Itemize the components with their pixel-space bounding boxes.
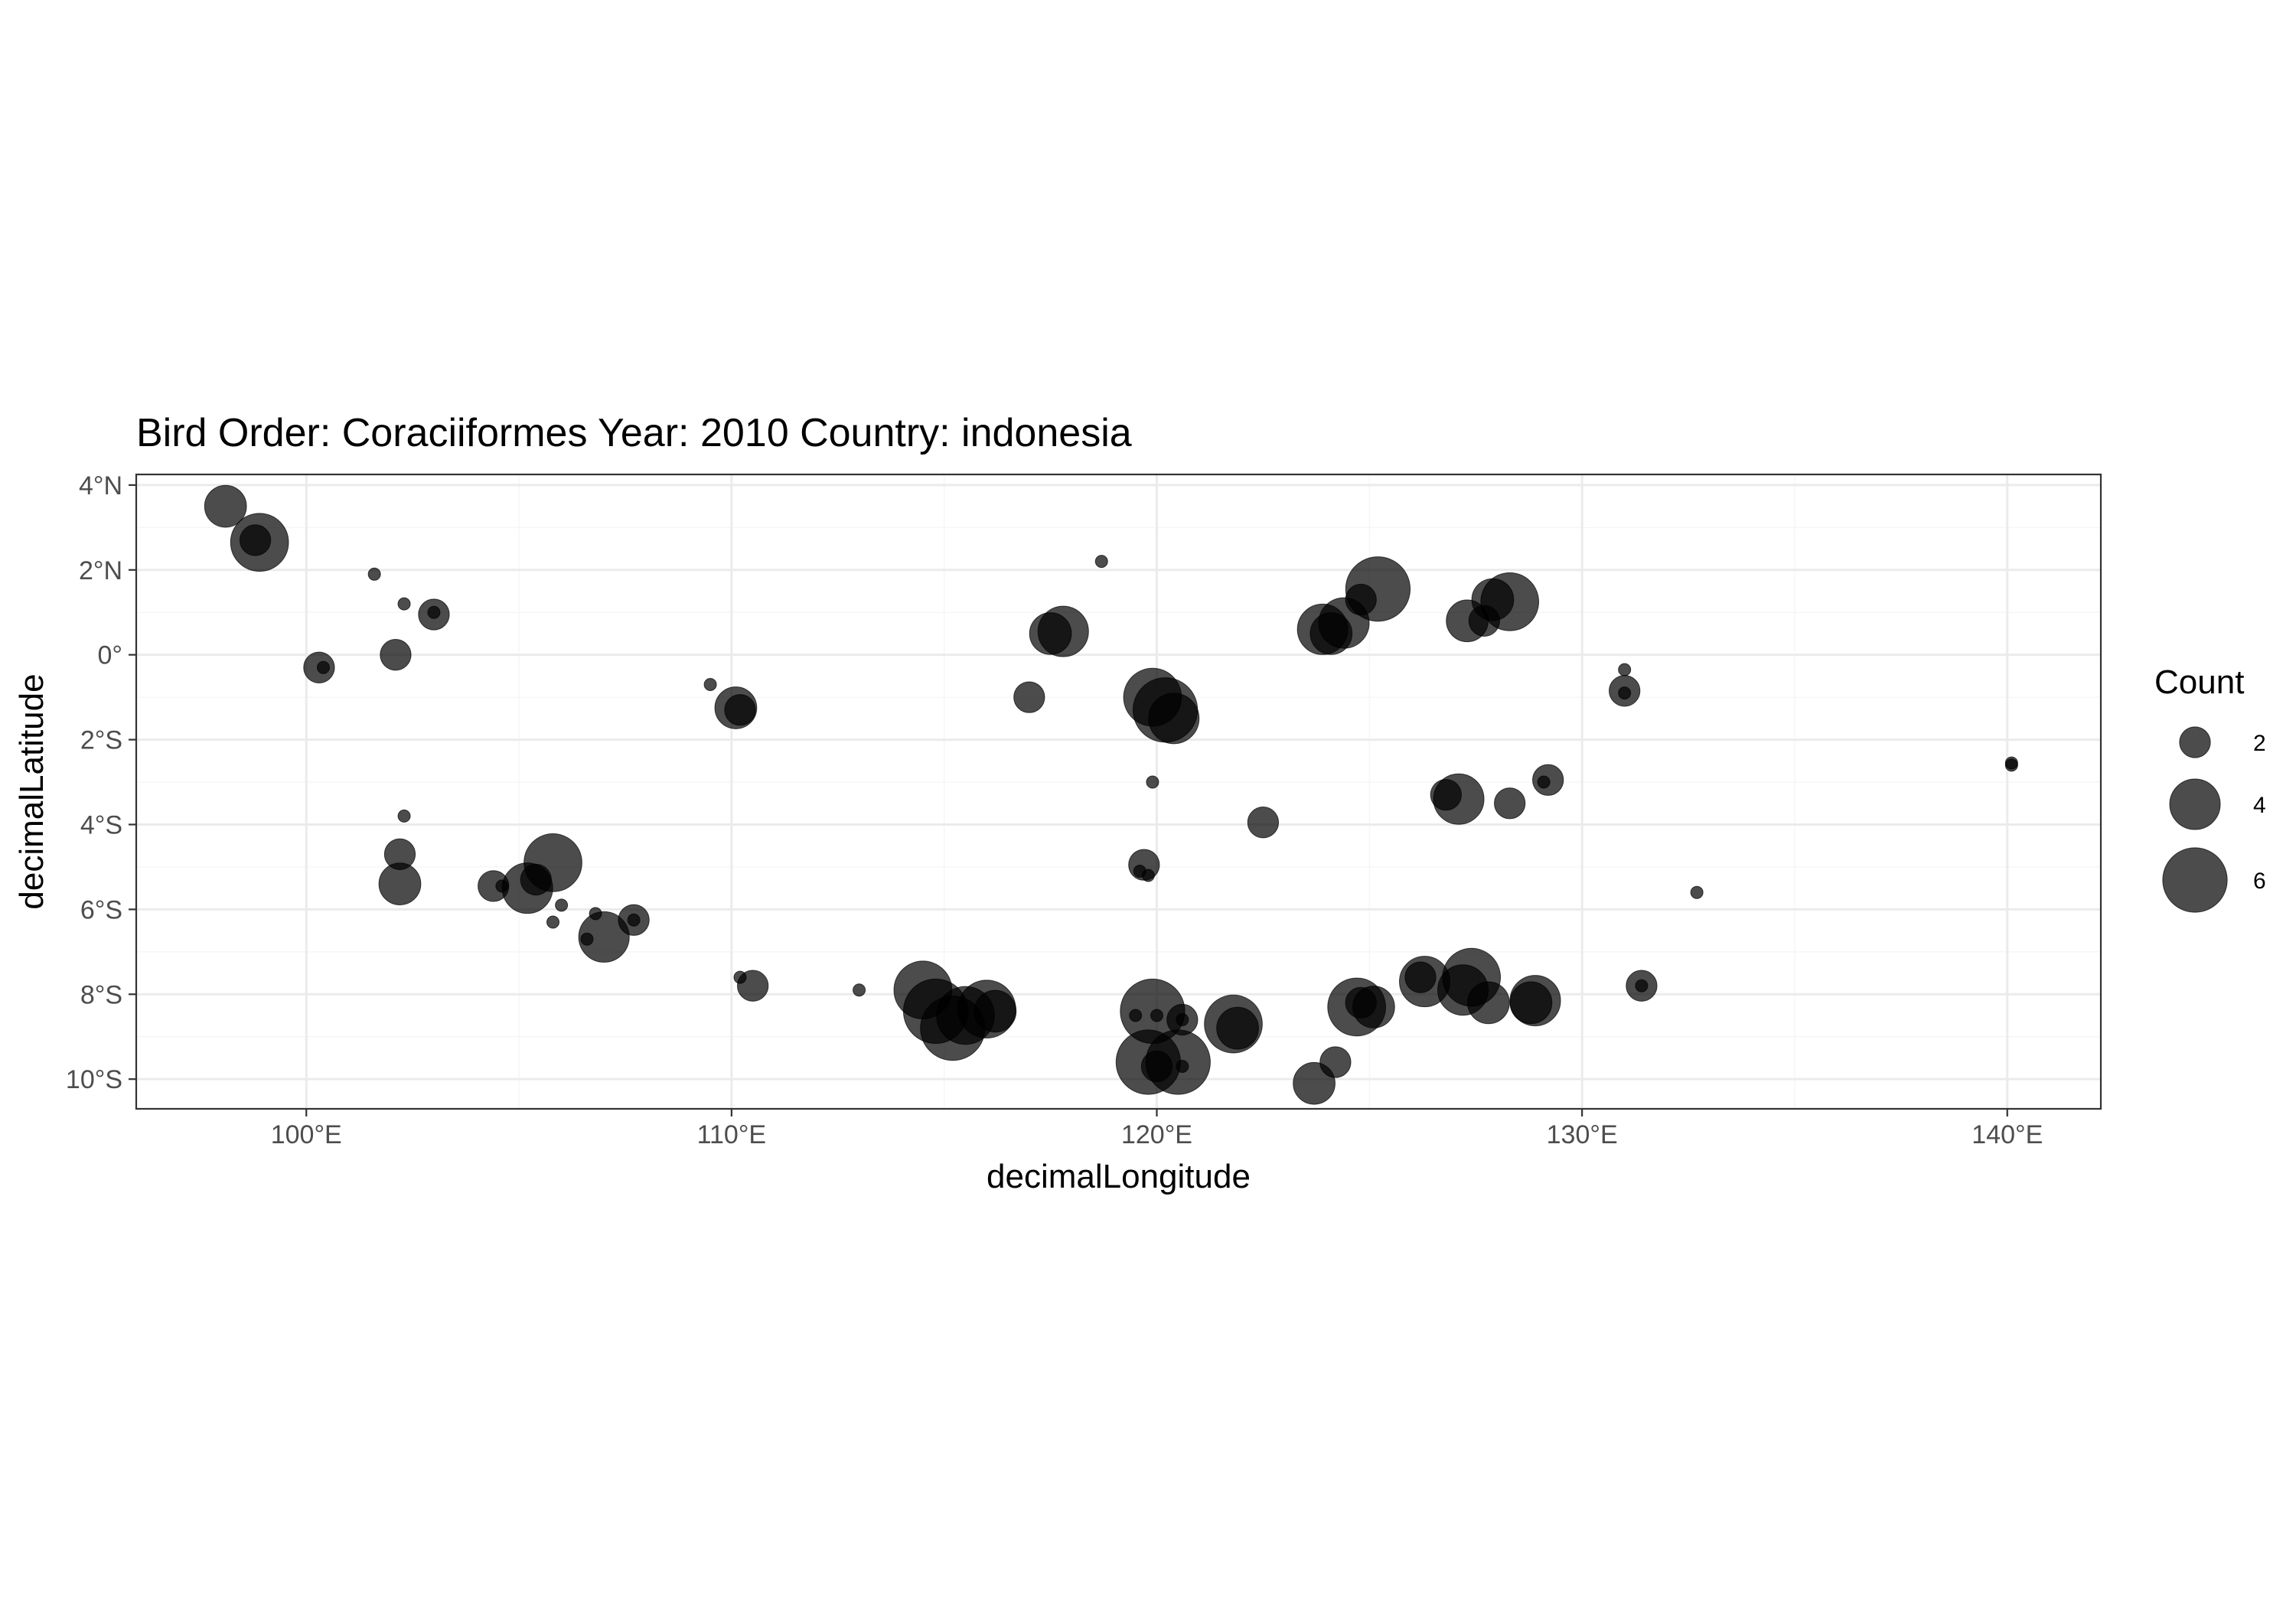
data-point [523, 833, 582, 892]
grid-minor [136, 474, 2101, 1109]
data-point [1345, 556, 1411, 622]
data-point [724, 694, 756, 726]
data-point [1319, 1046, 1352, 1078]
panel-border [135, 473, 2102, 1110]
data-point [578, 911, 630, 963]
data-point [1148, 693, 1200, 745]
data-point [397, 597, 411, 611]
data-point [1216, 1006, 1259, 1050]
data-point [2004, 758, 2018, 772]
legend-title: Count [2154, 663, 2244, 701]
data-point [1433, 773, 1485, 825]
data-point [1129, 1009, 1143, 1022]
y-tick-label: 4°N [79, 471, 122, 500]
data-points [204, 484, 2018, 1105]
grid-major [136, 474, 2101, 1109]
data-point [239, 524, 272, 556]
data-point [1247, 807, 1280, 839]
y-tick-label: 0° [97, 641, 122, 670]
y-tick-label: 10°S [66, 1065, 122, 1094]
data-point [703, 677, 717, 691]
data-point [367, 567, 381, 581]
x-tick-label: 120°E [1121, 1120, 1192, 1149]
data-point [627, 913, 641, 927]
data-point [378, 862, 422, 905]
data-point [316, 660, 330, 674]
data-point [1467, 981, 1510, 1025]
data-point [1537, 775, 1551, 789]
data-point [204, 484, 247, 528]
data-point [1176, 1060, 1189, 1074]
y-tick-label: 2°S [80, 726, 122, 755]
data-point [1176, 1013, 1189, 1027]
data-point [380, 639, 412, 671]
x-axis: 100°E 110°E 120°E 130°E 140°E [271, 1109, 2043, 1149]
x-tick-label: 140°E [1971, 1120, 2043, 1149]
y-axis: 4°N 2°N 0° 2°S 4°S 6°S 8°S 10°S [66, 471, 136, 1094]
legend-key-label: 6 [2253, 869, 2266, 894]
data-point [1618, 663, 1632, 676]
data-point [546, 915, 560, 929]
x-tick-label: 130°E [1547, 1120, 1618, 1149]
legend-key-circle [2162, 847, 2228, 913]
data-point [1013, 681, 1045, 713]
legend-key-label: 2 [2253, 731, 2266, 756]
data-point [427, 605, 441, 619]
data-point [1141, 869, 1155, 882]
legend-key-circle [2179, 726, 2211, 758]
data-point [397, 809, 411, 823]
x-axis-title: decimalLongitude [987, 1158, 1251, 1195]
data-point [1352, 986, 1395, 1028]
data-point [1690, 885, 1704, 899]
data-point [555, 898, 569, 912]
y-tick-label: 8°S [80, 980, 122, 1009]
y-tick-label: 4°S [80, 810, 122, 839]
chart-title: Bird Order: Coraciiformes Year: 2010 Cou… [136, 411, 1132, 455]
data-point [1146, 775, 1159, 789]
legend-keys: 2 4 6 [2162, 726, 2266, 913]
data-point [1480, 572, 1540, 631]
data-point [1150, 1009, 1164, 1022]
data-point [1037, 605, 1089, 657]
x-tick-label: 110°E [697, 1120, 766, 1149]
data-point [974, 989, 1017, 1033]
x-tick-label: 100°E [271, 1120, 342, 1149]
legend-key-circle [2169, 778, 2221, 830]
y-tick-label: 2°N [79, 556, 122, 585]
data-point [1635, 979, 1649, 993]
data-point [1094, 555, 1108, 569]
data-point [1618, 686, 1632, 700]
panel-background [136, 474, 2101, 1109]
legend: Count 2 4 6 [2154, 663, 2266, 913]
data-point [1404, 961, 1437, 993]
data-point [853, 983, 866, 997]
y-tick-label: 6°S [80, 895, 122, 924]
data-point [737, 970, 769, 1002]
legend-key-label: 4 [2253, 793, 2266, 818]
data-point [1494, 787, 1526, 820]
data-point [1509, 981, 1553, 1025]
data-point [1140, 1050, 1173, 1083]
y-axis-title: decimalLatitude [13, 673, 51, 909]
plot-panel [135, 473, 2102, 1110]
